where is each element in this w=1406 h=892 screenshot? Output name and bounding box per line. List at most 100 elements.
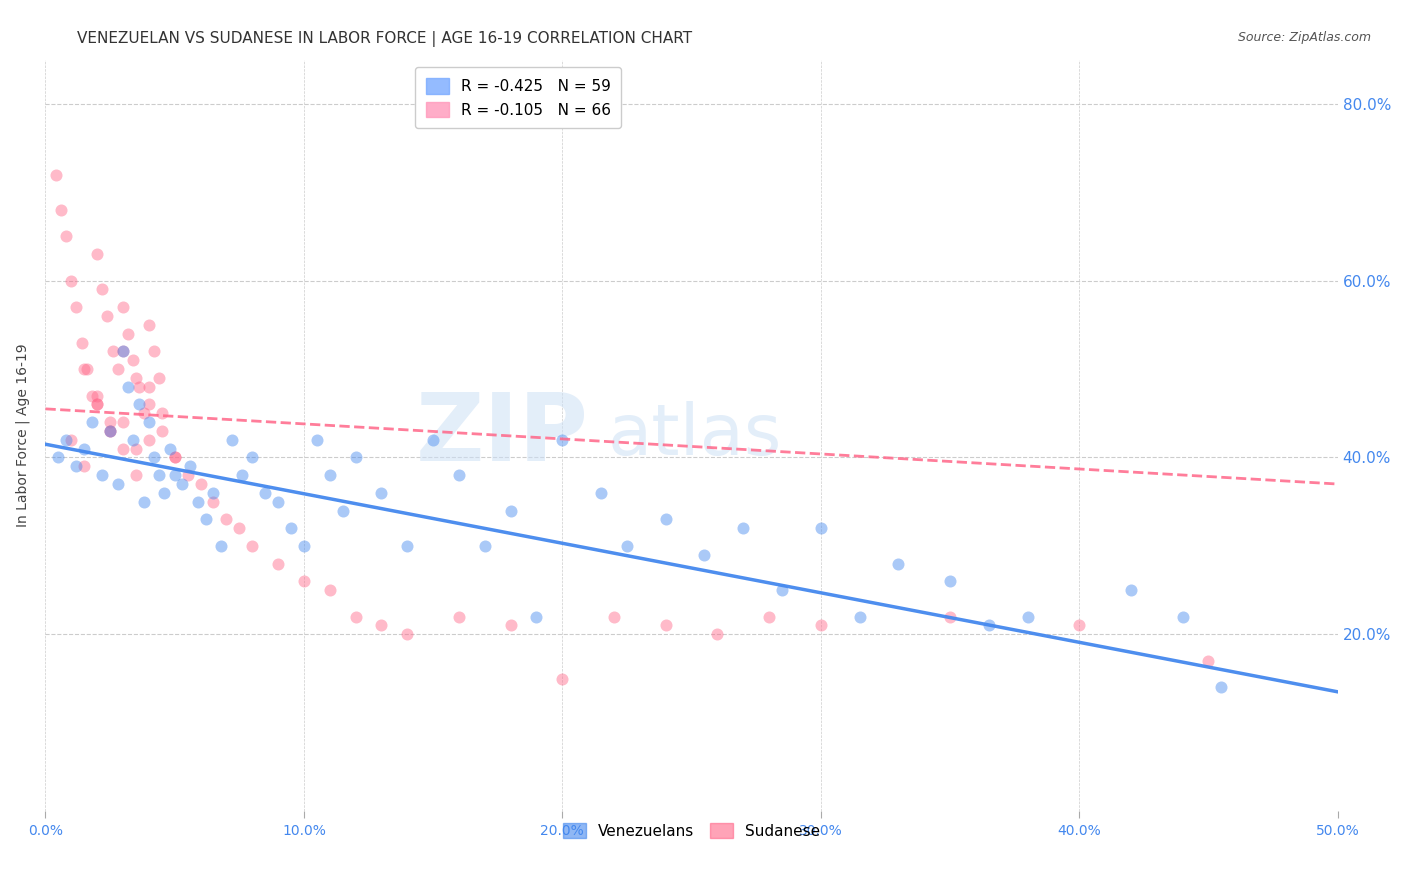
Point xyxy=(148,371,170,385)
Point xyxy=(396,539,419,553)
Point xyxy=(55,229,77,244)
Point xyxy=(319,583,342,598)
Point xyxy=(499,503,522,517)
Point xyxy=(132,494,155,508)
Point xyxy=(1211,681,1233,695)
Point xyxy=(319,468,342,483)
Point xyxy=(332,503,354,517)
Point xyxy=(422,433,444,447)
Point xyxy=(172,477,194,491)
Point xyxy=(138,433,160,447)
Point xyxy=(209,539,232,553)
Point xyxy=(447,468,470,483)
Point xyxy=(706,627,728,641)
Point xyxy=(80,415,103,429)
Point xyxy=(526,609,548,624)
Point xyxy=(1069,618,1091,632)
Point xyxy=(280,521,302,535)
Point xyxy=(45,168,67,182)
Point xyxy=(240,450,263,465)
Point xyxy=(693,548,716,562)
Point xyxy=(91,468,114,483)
Point xyxy=(202,494,225,508)
Point xyxy=(370,618,392,632)
Point xyxy=(474,539,496,553)
Point xyxy=(138,397,160,411)
Point xyxy=(111,442,134,456)
Point xyxy=(117,326,139,341)
Point xyxy=(73,362,96,376)
Point xyxy=(292,539,315,553)
Point xyxy=(551,433,574,447)
Point xyxy=(101,344,124,359)
Point xyxy=(758,609,780,624)
Point xyxy=(153,486,176,500)
Point xyxy=(187,494,209,508)
Point xyxy=(654,618,676,632)
Point xyxy=(60,274,83,288)
Point xyxy=(125,371,148,385)
Point xyxy=(221,433,243,447)
Point xyxy=(194,512,217,526)
Point xyxy=(654,512,676,526)
Legend: Venezuelans, Sudanese: Venezuelans, Sudanese xyxy=(557,817,827,845)
Point xyxy=(143,450,166,465)
Point xyxy=(551,672,574,686)
Point xyxy=(254,486,277,500)
Point xyxy=(1017,609,1039,624)
Point xyxy=(138,415,160,429)
Point xyxy=(179,459,201,474)
Point xyxy=(1197,654,1219,668)
Point xyxy=(107,362,129,376)
Point xyxy=(138,318,160,332)
Point xyxy=(143,344,166,359)
Point xyxy=(65,300,87,314)
Point xyxy=(122,433,145,447)
Point xyxy=(447,609,470,624)
Point xyxy=(73,442,96,456)
Text: Source: ZipAtlas.com: Source: ZipAtlas.com xyxy=(1237,31,1371,45)
Point xyxy=(98,424,121,438)
Text: ZIP: ZIP xyxy=(415,390,588,482)
Point xyxy=(150,406,173,420)
Point xyxy=(176,468,198,483)
Point xyxy=(132,406,155,420)
Text: atlas: atlas xyxy=(607,401,782,470)
Point xyxy=(86,397,108,411)
Point xyxy=(770,583,793,598)
Point xyxy=(1171,609,1194,624)
Point xyxy=(138,380,160,394)
Point xyxy=(48,450,70,465)
Point xyxy=(150,424,173,438)
Point xyxy=(107,477,129,491)
Point xyxy=(603,609,626,624)
Point xyxy=(231,468,253,483)
Point xyxy=(733,521,755,535)
Point xyxy=(49,202,72,217)
Point xyxy=(240,539,263,553)
Point xyxy=(267,494,290,508)
Point xyxy=(810,521,832,535)
Point xyxy=(190,477,212,491)
Point xyxy=(939,609,962,624)
Point xyxy=(370,486,392,500)
Point xyxy=(202,486,225,500)
Point xyxy=(887,557,910,571)
Point xyxy=(111,344,134,359)
Point xyxy=(55,433,77,447)
Point xyxy=(848,609,870,624)
Point xyxy=(128,397,150,411)
Point xyxy=(111,415,134,429)
Point xyxy=(98,424,121,438)
Point xyxy=(163,450,186,465)
Point xyxy=(65,459,87,474)
Point xyxy=(939,574,962,589)
Point xyxy=(163,468,186,483)
Point xyxy=(96,309,118,323)
Point xyxy=(91,283,114,297)
Point xyxy=(86,388,108,402)
Point xyxy=(591,486,613,500)
Text: VENEZUELAN VS SUDANESE IN LABOR FORCE | AGE 16-19 CORRELATION CHART: VENEZUELAN VS SUDANESE IN LABOR FORCE | … xyxy=(77,31,693,47)
Point xyxy=(499,618,522,632)
Point xyxy=(60,433,83,447)
